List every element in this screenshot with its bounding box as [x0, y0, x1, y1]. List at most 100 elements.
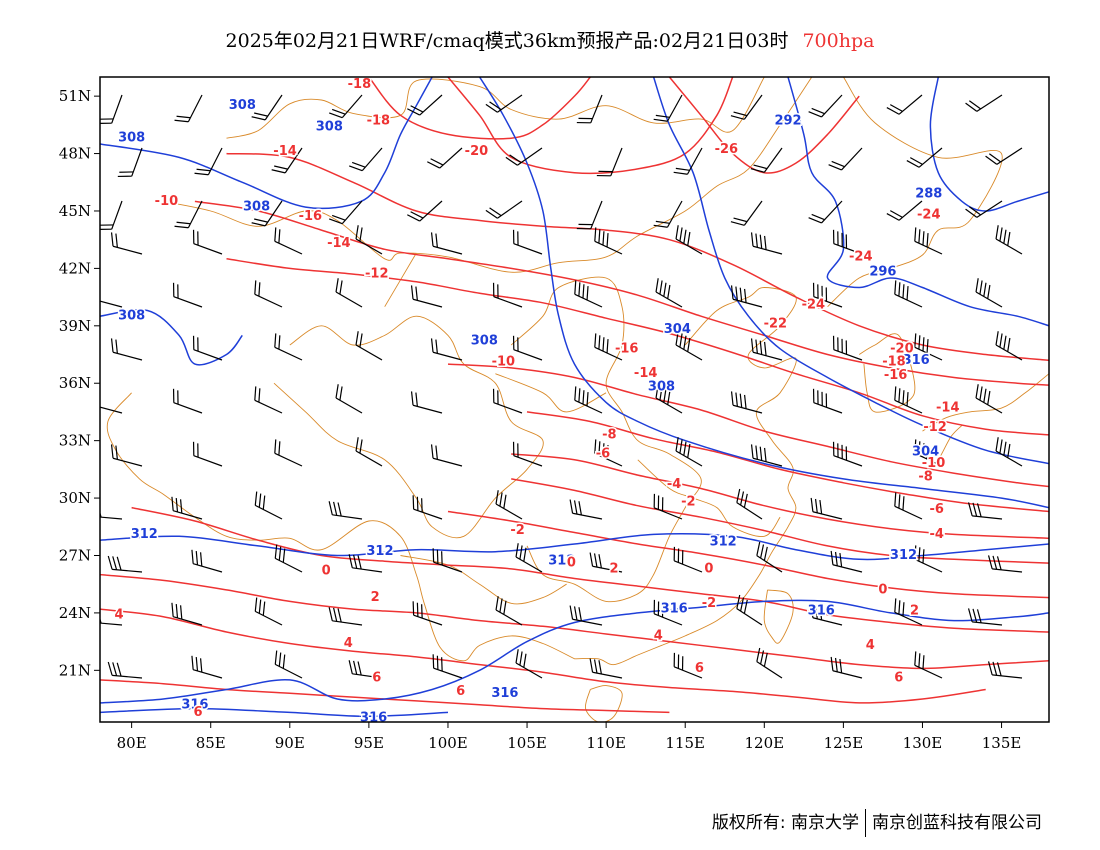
x-tick-label: 100E [428, 734, 468, 752]
temperature-label: -2 [681, 494, 695, 509]
temperature-contour [131, 506, 1049, 633]
map-axes: 80E 85E 90E 95E 100E 105E 110E 115E 120E 125E 130E… [59, 87, 1022, 752]
temperature-label: -2 [510, 523, 524, 538]
wind-barb [675, 225, 703, 255]
temperature-label: -14 [634, 366, 658, 381]
temperature-contour [100, 573, 1049, 670]
temperature-contour [511, 453, 1049, 540]
x-tick-label: 135E [982, 734, 1022, 752]
wind-barb [596, 147, 623, 177]
wind-barb [191, 549, 223, 573]
wind-barb [194, 147, 223, 176]
temperature-label: -18 [882, 355, 906, 370]
temperature-label: -10 [492, 355, 516, 370]
height-label: 316 [491, 686, 518, 701]
wind-barb [100, 298, 123, 308]
wind-barb [894, 492, 923, 520]
footer-separator [865, 809, 866, 837]
wind-barb [355, 225, 383, 255]
title-level: 700hpa [802, 30, 875, 52]
wind-barb [171, 496, 203, 520]
wind-barb [886, 200, 923, 221]
wind-barb [254, 280, 283, 308]
temperature-label: -8 [918, 470, 932, 485]
wind-barb [251, 200, 283, 227]
temperature-label: 4 [866, 638, 875, 653]
wind-barb [653, 599, 683, 626]
wind-barb [329, 94, 363, 119]
temperature-contour [226, 152, 1049, 362]
wind-barb [736, 488, 763, 520]
height-label: 316 [808, 603, 835, 618]
temperature-contour [447, 363, 1049, 488]
wind-barb [274, 333, 303, 361]
wind-barb [512, 441, 543, 467]
border-line [827, 77, 1003, 308]
temperature-label: -6 [929, 502, 943, 517]
wind-barb [828, 147, 863, 171]
height-label: 304 [912, 445, 939, 460]
wind-barb [906, 147, 943, 168]
wind-barb [985, 147, 1023, 165]
wind-barb [355, 437, 383, 467]
wind-barb [174, 94, 203, 123]
x-tick-label: 120E [745, 734, 785, 752]
y-tick-label: 27N [59, 546, 91, 564]
wind-barb [574, 386, 603, 414]
x-tick-label: 115E [665, 734, 705, 752]
wind-barb [110, 444, 143, 467]
border-line [763, 589, 794, 644]
temperature-label: -10 [155, 194, 179, 209]
wind-barb [254, 386, 283, 414]
wind-barb [172, 388, 203, 414]
wind-barb [274, 650, 303, 679]
wind-barb [192, 441, 223, 467]
company-text: 南京创蓝科技有限公司 [872, 813, 1042, 833]
height-label: 312 [366, 544, 393, 559]
border-line [510, 276, 702, 603]
wind-barb [107, 555, 143, 573]
map-frame [99, 76, 1050, 723]
wind-barb [335, 278, 363, 308]
wind-barb [355, 331, 383, 361]
temperature-label: -8 [602, 427, 616, 442]
y-tick-label: 48N [59, 145, 91, 163]
wind-barb [174, 200, 203, 229]
wind-barb [730, 94, 763, 120]
wind-barb [495, 490, 523, 520]
height-label: 312 [548, 554, 575, 569]
height-label: 316 [181, 697, 208, 712]
wind-barb [653, 200, 683, 228]
wind-barb [485, 94, 523, 113]
temperature-label: -18 [348, 77, 372, 92]
temperature-contour [447, 77, 734, 175]
border-line [495, 373, 607, 413]
wind-barb [594, 227, 623, 255]
height-label: 316 [360, 711, 387, 726]
wind-barb [349, 147, 383, 172]
x-tick-label: 110E [586, 734, 626, 752]
height-label: 292 [774, 114, 801, 129]
wind-barb [965, 200, 1003, 218]
height-contour [652, 77, 1049, 465]
temperature-contour [100, 608, 986, 704]
wind-barb [412, 495, 443, 520]
wind-barb [100, 503, 123, 520]
wind-barb [432, 654, 463, 679]
wind-barb [673, 147, 703, 175]
wind-barb [832, 441, 863, 467]
wind-barbs [100, 94, 1023, 679]
x-tick-label: 125E [824, 734, 864, 752]
temperature-label: 4 [344, 636, 353, 651]
temperature-label: 4 [654, 628, 663, 643]
wind-barb [172, 282, 203, 308]
temperature-label: -12 [365, 267, 389, 282]
x-tick-label: 105E [507, 734, 547, 752]
footer-credits: 版权所有: 南京大学 南京创蓝科技有限公司 [712, 808, 1042, 837]
border-line [858, 333, 916, 413]
temperature-label: -26 [715, 142, 739, 157]
wind-barb [495, 596, 523, 626]
border-line [400, 555, 567, 605]
height-label: 304 [664, 322, 691, 337]
border-line [584, 685, 623, 722]
